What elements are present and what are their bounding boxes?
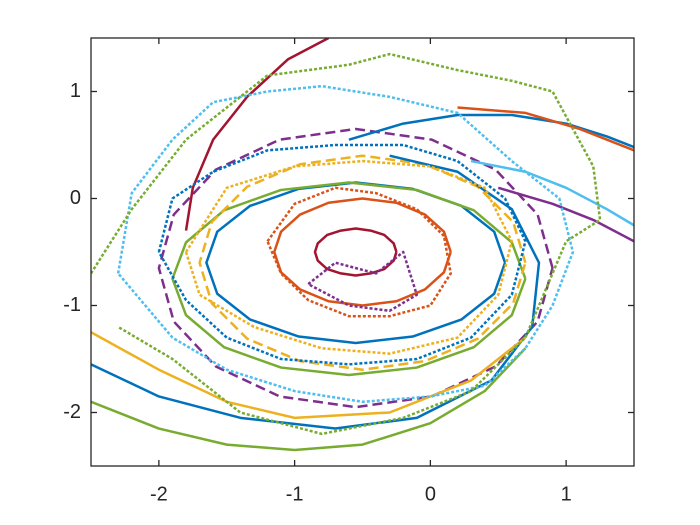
series-line [171, 181, 527, 377]
series-line [91, 331, 527, 420]
y-tick-label: -2 [63, 401, 81, 423]
series-line [91, 52, 602, 436]
x-tick-label: 1 [561, 483, 572, 505]
series-line [307, 250, 419, 313]
series-line [497, 186, 634, 243]
series-line [470, 159, 634, 227]
series-line [184, 38, 330, 231]
y-tick-label: 0 [70, 187, 81, 209]
series-line [457, 106, 634, 152]
series-line [116, 84, 575, 404]
series-line [273, 197, 452, 307]
series-line [91, 347, 527, 452]
y-tick-label: -1 [63, 294, 81, 316]
x-tick-label: 0 [425, 483, 436, 505]
series-line [266, 186, 452, 318]
y-tick-label: 1 [70, 80, 81, 102]
axes-box [90, 37, 635, 467]
x-tick-label: -2 [150, 483, 168, 505]
series-line [157, 143, 527, 366]
series-line [198, 154, 527, 371]
x-tick-label: -1 [286, 483, 304, 505]
plot-area [91, 38, 634, 452]
series-line [348, 113, 634, 149]
